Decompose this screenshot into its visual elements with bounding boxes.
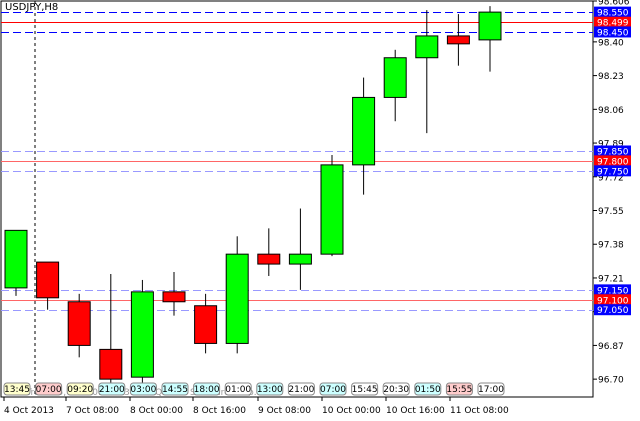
price-level-tag bbox=[594, 304, 631, 316]
session-time-label: 17:00 bbox=[478, 385, 504, 395]
x-tick-label: 10 Oct 00:00 bbox=[322, 406, 381, 416]
session-time-label: 01:50 bbox=[415, 385, 441, 395]
session-time-label: 21:00 bbox=[99, 385, 125, 395]
session-time-box bbox=[98, 382, 126, 396]
session-time-label: 03:00 bbox=[130, 385, 156, 395]
session-time-label: 21:00 bbox=[288, 385, 314, 395]
price-level-tag bbox=[594, 284, 631, 296]
bull-candle[interactable] bbox=[320, 164, 344, 255]
session-time-box bbox=[161, 382, 189, 396]
y-tick-label: 97.72 bbox=[598, 173, 624, 183]
bear-candle[interactable] bbox=[99, 348, 123, 380]
price-level-label: 97.150 bbox=[597, 286, 629, 296]
session-time-box bbox=[319, 382, 347, 396]
session-time-box bbox=[193, 382, 221, 396]
session-time-box bbox=[224, 382, 252, 396]
session-time-box bbox=[477, 382, 505, 396]
x-tick-label: 11 Oct 08:00 bbox=[450, 406, 509, 416]
bear-candle[interactable] bbox=[36, 261, 60, 299]
session-time-box bbox=[3, 382, 31, 396]
price-level-label: 98.450 bbox=[597, 28, 629, 38]
bull-candle[interactable] bbox=[130, 291, 154, 378]
y-tick-label: 97.21 bbox=[598, 274, 624, 284]
price-level-tag bbox=[594, 155, 631, 167]
price-level-tag bbox=[594, 165, 631, 177]
session-time-box bbox=[287, 382, 315, 396]
bear-candle[interactable] bbox=[67, 301, 91, 346]
session-time-label: 13:00 bbox=[257, 385, 283, 395]
y-tick-label: 96.87 bbox=[598, 342, 624, 352]
price-level-label: 97.850 bbox=[597, 147, 629, 157]
y-tick-label: 98.606 bbox=[598, 0, 630, 8]
bull-candle[interactable] bbox=[478, 11, 502, 41]
price-level-label: 98.550 bbox=[597, 9, 629, 19]
bull-candle[interactable] bbox=[288, 253, 312, 265]
session-time-box bbox=[35, 382, 63, 396]
x-tick-label: 7 Oct 08:00 bbox=[66, 406, 119, 416]
price-level-label: 97.800 bbox=[597, 157, 629, 167]
bull-candle[interactable] bbox=[352, 96, 376, 166]
session-time-label: 15:55 bbox=[446, 385, 472, 395]
bear-candle[interactable] bbox=[194, 305, 218, 344]
plot-area[interactable] bbox=[0, 0, 594, 398]
x-tick-label: 10 Oct 16:00 bbox=[386, 406, 445, 416]
price-level-tag bbox=[594, 294, 631, 306]
x-tick-label: 8 Oct 00:00 bbox=[130, 406, 183, 416]
session-time-label: 18:00 bbox=[194, 385, 220, 395]
session-time-box bbox=[414, 382, 442, 396]
session-time-label: 01:00 bbox=[225, 385, 251, 395]
price-level-label: 97.050 bbox=[597, 306, 629, 316]
price-level-tag bbox=[594, 26, 631, 38]
session-time-label: 20:30 bbox=[383, 385, 409, 395]
bull-candle[interactable] bbox=[415, 35, 439, 59]
price-level-tag bbox=[594, 16, 631, 28]
price-level-tag bbox=[594, 145, 631, 157]
bear-candle[interactable] bbox=[162, 291, 186, 303]
session-time-label: 09:20 bbox=[67, 385, 93, 395]
session-time-label: 14:55 bbox=[162, 385, 188, 395]
bear-candle[interactable] bbox=[257, 253, 281, 265]
session-time-box bbox=[66, 382, 94, 396]
y-tick-label: 98.06 bbox=[598, 106, 624, 116]
session-time-box bbox=[129, 382, 157, 396]
bear-candle[interactable] bbox=[446, 35, 470, 45]
price-level-label: 98.499 bbox=[597, 19, 629, 29]
y-tick-label: 98.40 bbox=[598, 38, 624, 48]
price-level-label: 97.750 bbox=[597, 167, 629, 177]
session-time-box bbox=[351, 382, 379, 396]
session-time-label: 13:45 bbox=[4, 385, 30, 395]
session-time-label: 07:00 bbox=[320, 385, 346, 395]
bull-candle[interactable] bbox=[4, 229, 28, 289]
session-time-box bbox=[256, 382, 284, 396]
session-time-label: 15:45 bbox=[352, 385, 378, 395]
session-time-label: 07:00 bbox=[36, 385, 62, 395]
y-tick-label: 97.38 bbox=[598, 241, 624, 251]
y-tick-label: 97.55 bbox=[598, 207, 624, 217]
symbol-title: USDJPY,H8 bbox=[5, 2, 59, 13]
x-tick-label: 4 Oct 2013 bbox=[4, 406, 54, 416]
y-tick-label: 97.89 bbox=[598, 140, 624, 150]
x-tick-label: 9 Oct 08:00 bbox=[258, 406, 311, 416]
x-tick-label: 8 Oct 16:00 bbox=[193, 406, 246, 416]
bull-candle[interactable] bbox=[383, 57, 407, 98]
y-tick-label: 98.23 bbox=[598, 72, 624, 82]
y-tick-label: 96.70 bbox=[598, 376, 624, 386]
price-level-label: 97.100 bbox=[597, 296, 629, 306]
session-time-box bbox=[382, 382, 410, 396]
bull-candle[interactable] bbox=[225, 253, 249, 344]
price-level-tag bbox=[594, 6, 631, 18]
session-time-box bbox=[445, 382, 473, 396]
